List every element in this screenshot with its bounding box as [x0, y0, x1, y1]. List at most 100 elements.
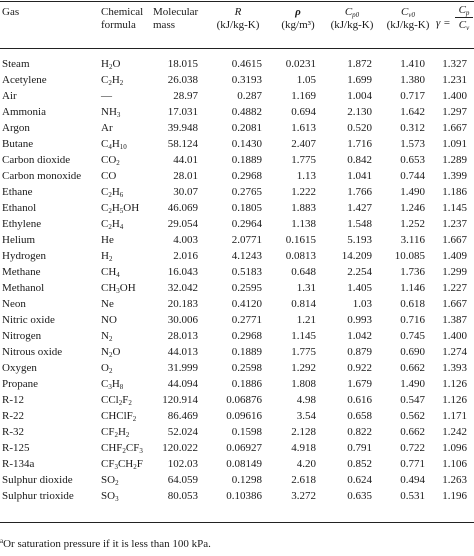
cell-mm: 102.03	[167, 458, 198, 470]
cell-cp: 0.993	[347, 314, 372, 326]
cell-g: 1.667	[442, 122, 467, 134]
header-cv0: Cv0 (kJ/kg-K)	[386, 6, 430, 31]
cell-formula: N2	[101, 330, 113, 343]
cell-formula: CCl2F2	[101, 394, 132, 407]
cell-R: 0.2964	[231, 218, 262, 230]
cell-gas: Nitrous oxide	[2, 346, 63, 358]
cell-mm: 30.006	[167, 314, 198, 326]
cell-formula: CH4	[101, 266, 120, 279]
cell-formula: He	[101, 234, 114, 246]
table-row: Ethane 30.07 0.2765 1.222 1.766 1.490 1.186 C2H…	[0, 184, 474, 200]
cell-cp: 1.766	[347, 186, 372, 198]
cell-rho: 0.0813	[285, 250, 316, 262]
cell-cp: 0.635	[347, 490, 372, 502]
header-bottom-rule	[0, 48, 474, 49]
cell-cv: 0.618	[400, 298, 425, 310]
cell-rho: 2.618	[291, 474, 316, 486]
table-row: Steam 18.015 0.4615 0.0231 1.872 1.410 1.327 H2…	[0, 56, 474, 72]
header-gas: Gas	[2, 6, 20, 18]
cell-g: 1.399	[442, 170, 467, 182]
cell-rho: 1.808	[291, 378, 316, 390]
cell-R: 0.1298	[231, 474, 262, 486]
cell-cp: 1.699	[347, 74, 372, 86]
cell-cv: 0.722	[400, 442, 425, 454]
cell-formula: H2	[101, 250, 113, 263]
cell-g: 1.106	[442, 458, 467, 470]
cell-cp: 0.658	[347, 410, 372, 422]
cell-cp: 2.130	[347, 106, 372, 118]
cell-g: 1.091	[442, 138, 467, 150]
cell-rho: 4.20	[296, 458, 316, 470]
cell-gas: Acetylene	[2, 74, 47, 86]
cell-cv: 1.490	[400, 378, 425, 390]
cell-gas: Steam	[2, 58, 30, 70]
cell-cp: 0.822	[347, 426, 372, 438]
cell-mm: 86.469	[167, 410, 198, 422]
cell-mm: 28.01	[173, 170, 198, 182]
cell-mm: 2.016	[173, 250, 198, 262]
cell-R: 0.2765	[231, 186, 262, 198]
cell-g: 1.196	[442, 490, 467, 502]
table-row: Sulphur trioxide 80.053 0.10386 3.272 0.635 0…	[0, 488, 474, 504]
cell-g: 1.237	[442, 218, 467, 230]
cell-mm: 4.003	[173, 234, 198, 246]
cell-rho: 1.138	[291, 218, 316, 230]
header-molecular-mass: Molecular mass	[153, 6, 199, 31]
table-body: Steam 18.015 0.4615 0.0231 1.872 1.410 1.327 H2…	[0, 56, 474, 504]
cell-gas: Butane	[2, 138, 34, 150]
cell-mm: 46.069	[167, 202, 198, 214]
cell-cv: 0.312	[400, 122, 425, 134]
cell-rho: 1.145	[291, 330, 316, 342]
cell-rho: 0.0231	[285, 58, 316, 70]
table-row: Methanol 32.042 0.2595 1.31 1.405 1.146 1.227 C…	[0, 280, 474, 296]
table-row: Sulphur dioxide 64.059 0.1298 2.618 0.624 0.4…	[0, 472, 474, 488]
table-row: R-12 120.914 0.06876 4.98 0.616 0.547 1.126 CCl…	[0, 392, 474, 408]
table-header: Gas Chemical formula Molecular mass R (k…	[0, 0, 474, 50]
cell-mm: 17.031	[167, 106, 198, 118]
cell-formula: O2	[101, 362, 113, 375]
cell-mm: 26.038	[167, 74, 198, 86]
cell-g: 1.409	[442, 250, 467, 262]
cell-rho: 1.775	[291, 346, 316, 358]
table-row: Acetylene 26.038 0.3193 1.05 1.699 1.380 1.231…	[0, 72, 474, 88]
cell-cv: 0.653	[400, 154, 425, 166]
cell-R: 0.287	[237, 90, 262, 102]
cell-rho: 1.222	[291, 186, 316, 198]
cell-rho: 1.169	[291, 90, 316, 102]
cell-mm: 80.053	[167, 490, 198, 502]
cell-g: 1.274	[442, 346, 467, 358]
cell-R: 0.2081	[231, 122, 262, 134]
cell-mm: 44.013	[167, 346, 198, 358]
cell-rho: 1.883	[291, 202, 316, 214]
cell-mm: 120.022	[162, 442, 198, 454]
cell-R: 0.1430	[231, 138, 262, 150]
cell-cp: 1.548	[347, 218, 372, 230]
cell-R: 0.4615	[231, 58, 262, 70]
cell-rho: 0.1615	[285, 234, 316, 246]
cell-cp: 1.679	[347, 378, 372, 390]
table-row: Ammonia 17.031 0.4882 0.694 2.130 1.642 1.297 N…	[0, 104, 474, 120]
cell-R: 0.1889	[231, 154, 262, 166]
cell-mm: 64.059	[167, 474, 198, 486]
cell-g: 1.231	[442, 74, 467, 86]
cell-R: 0.4882	[231, 106, 262, 118]
cell-R: 0.2968	[231, 330, 262, 342]
cell-rho: 1.13	[296, 170, 316, 182]
cell-gas: Methane	[2, 266, 41, 278]
cell-rho: 1.292	[291, 362, 316, 374]
cell-cp: 0.791	[347, 442, 372, 454]
cell-cp: 1.004	[347, 90, 372, 102]
cell-cp: 1.03	[352, 298, 372, 310]
cell-formula: CO	[101, 170, 117, 182]
cell-rho: 0.648	[291, 266, 316, 278]
cell-g: 1.327	[442, 58, 467, 70]
cell-formula: SO3	[101, 490, 119, 503]
cell-formula: C2H5OH	[101, 202, 140, 215]
cell-g: 1.667	[442, 298, 467, 310]
cell-cp: 1.872	[347, 58, 372, 70]
table-row: Air 28.97 0.287 1.169 1.004 0.717 1.400 —	[0, 88, 474, 104]
cell-gas: R-134a	[2, 458, 35, 470]
cell-g: 1.096	[442, 442, 467, 454]
cell-cp: 0.520	[347, 122, 372, 134]
cell-rho: 0.694	[291, 106, 316, 118]
